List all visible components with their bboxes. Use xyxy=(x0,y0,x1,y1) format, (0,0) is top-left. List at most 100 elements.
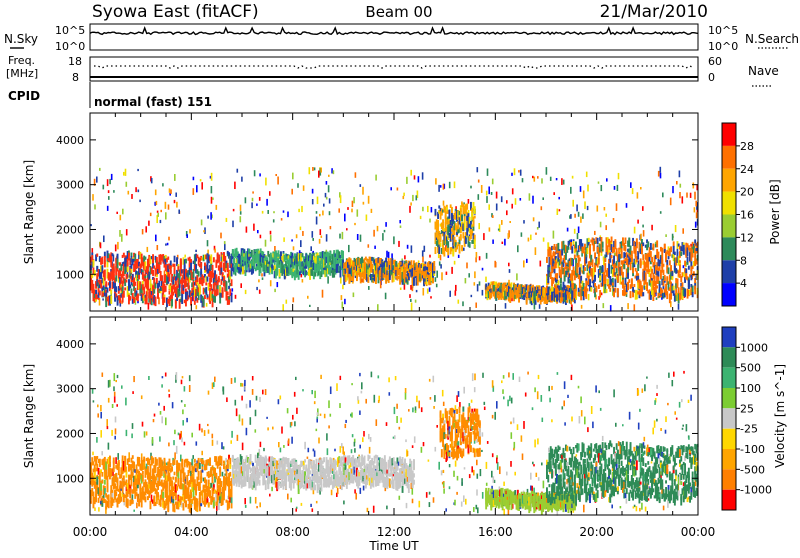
velocity-echo xyxy=(541,395,543,402)
power-echo xyxy=(672,186,674,193)
power-echo xyxy=(265,240,267,247)
power-echo xyxy=(354,223,356,225)
power-band-cell xyxy=(684,261,686,267)
velocity-echo xyxy=(436,425,438,428)
velocity-echo xyxy=(622,424,624,426)
power-band-cell xyxy=(115,286,117,292)
power-echo xyxy=(253,224,255,231)
power-echo xyxy=(478,180,480,183)
power-echo xyxy=(662,193,664,198)
power-echo xyxy=(385,222,387,227)
power-band-cell xyxy=(93,260,95,267)
velocity-echo xyxy=(259,502,261,507)
velocity-echo xyxy=(477,507,479,513)
velocity-echo xyxy=(246,404,248,409)
velocity-echo xyxy=(271,487,273,491)
power-band-cell xyxy=(658,252,660,259)
power-echo xyxy=(598,182,600,184)
velocity-echo xyxy=(337,488,339,494)
nave-label: Nave xyxy=(748,64,779,78)
power-band-cell xyxy=(640,258,642,265)
velocity-echo xyxy=(618,441,620,446)
power-echo xyxy=(502,242,504,244)
velocity-echo xyxy=(345,424,347,428)
velocity-echo xyxy=(541,463,543,466)
power-band-cell xyxy=(556,288,558,295)
power-echo xyxy=(640,187,642,189)
power-band-cell xyxy=(628,279,630,283)
velocity-echo xyxy=(642,389,644,393)
velocity-echo xyxy=(181,400,183,402)
power-echo xyxy=(578,212,580,217)
velocity-echo xyxy=(148,376,150,380)
power-echo xyxy=(412,195,414,201)
power-band-cell xyxy=(110,296,112,304)
power-echo xyxy=(119,230,121,237)
power-band-cell xyxy=(631,251,633,256)
power-band-cell xyxy=(560,284,562,290)
power-band-cell xyxy=(694,286,696,295)
power-band-cell xyxy=(606,289,608,293)
power-band-cell xyxy=(571,258,573,265)
velocity-echo xyxy=(416,396,418,402)
velocity-echo xyxy=(287,408,289,413)
power-echo xyxy=(643,230,645,236)
power-band-cell xyxy=(656,240,658,247)
velocity-echo xyxy=(645,507,647,512)
power-echo xyxy=(435,178,437,184)
velocity-echo xyxy=(442,390,444,396)
nsearch-label: N.Search xyxy=(745,32,799,46)
power-band-cell xyxy=(688,280,690,289)
velocity-echo xyxy=(208,391,210,395)
velocity-echo xyxy=(320,375,322,379)
power-band-cell xyxy=(579,267,581,275)
power-ytick-label: 4000 xyxy=(56,134,84,147)
velocity-echo xyxy=(557,372,559,375)
power-echo xyxy=(534,177,536,182)
power-band-cell xyxy=(179,291,181,296)
power-echo xyxy=(642,225,644,228)
power-echo xyxy=(259,197,261,201)
power-echo xyxy=(286,300,288,304)
power-echo xyxy=(406,177,408,184)
power-echo xyxy=(269,191,271,196)
power-echo xyxy=(234,182,236,189)
velocity-echo xyxy=(265,389,267,395)
velocity-echo xyxy=(646,377,648,379)
velocity-echo xyxy=(591,406,593,414)
power-echo xyxy=(108,196,110,200)
power-echo xyxy=(410,170,412,176)
power-band-cell xyxy=(587,288,589,291)
velocity-echo xyxy=(288,439,290,444)
velocity-echo xyxy=(454,500,456,506)
power-echo xyxy=(368,286,370,290)
power-echo xyxy=(479,281,481,285)
power-band-cell xyxy=(231,295,233,302)
power-echo xyxy=(368,196,370,204)
power-band-cell xyxy=(205,282,207,285)
velocity-echo xyxy=(132,423,134,429)
power-echo xyxy=(273,211,275,213)
power-echo xyxy=(174,174,176,181)
power-echo xyxy=(169,188,171,192)
power-band-cell xyxy=(451,207,453,213)
power-band-cell xyxy=(692,286,694,293)
nave-tick-top: 60 xyxy=(708,55,722,68)
velocity-echo xyxy=(636,506,638,511)
power-band-cell xyxy=(210,254,212,263)
velocity-echo xyxy=(263,448,265,451)
velocity-echo xyxy=(521,435,523,441)
power-echo xyxy=(499,224,501,232)
power-echo xyxy=(282,304,284,311)
velocity-echo xyxy=(564,422,566,425)
power-echo xyxy=(642,206,644,211)
power-band-cell xyxy=(623,264,625,269)
velocity-echo xyxy=(581,410,583,416)
power-echo xyxy=(429,219,431,223)
power-echo xyxy=(366,215,368,221)
velocity-echo xyxy=(311,390,313,394)
velocity-echo xyxy=(386,506,388,510)
velocity-echo xyxy=(121,493,123,497)
power-echo xyxy=(436,284,438,288)
velocity-echo xyxy=(189,375,191,381)
